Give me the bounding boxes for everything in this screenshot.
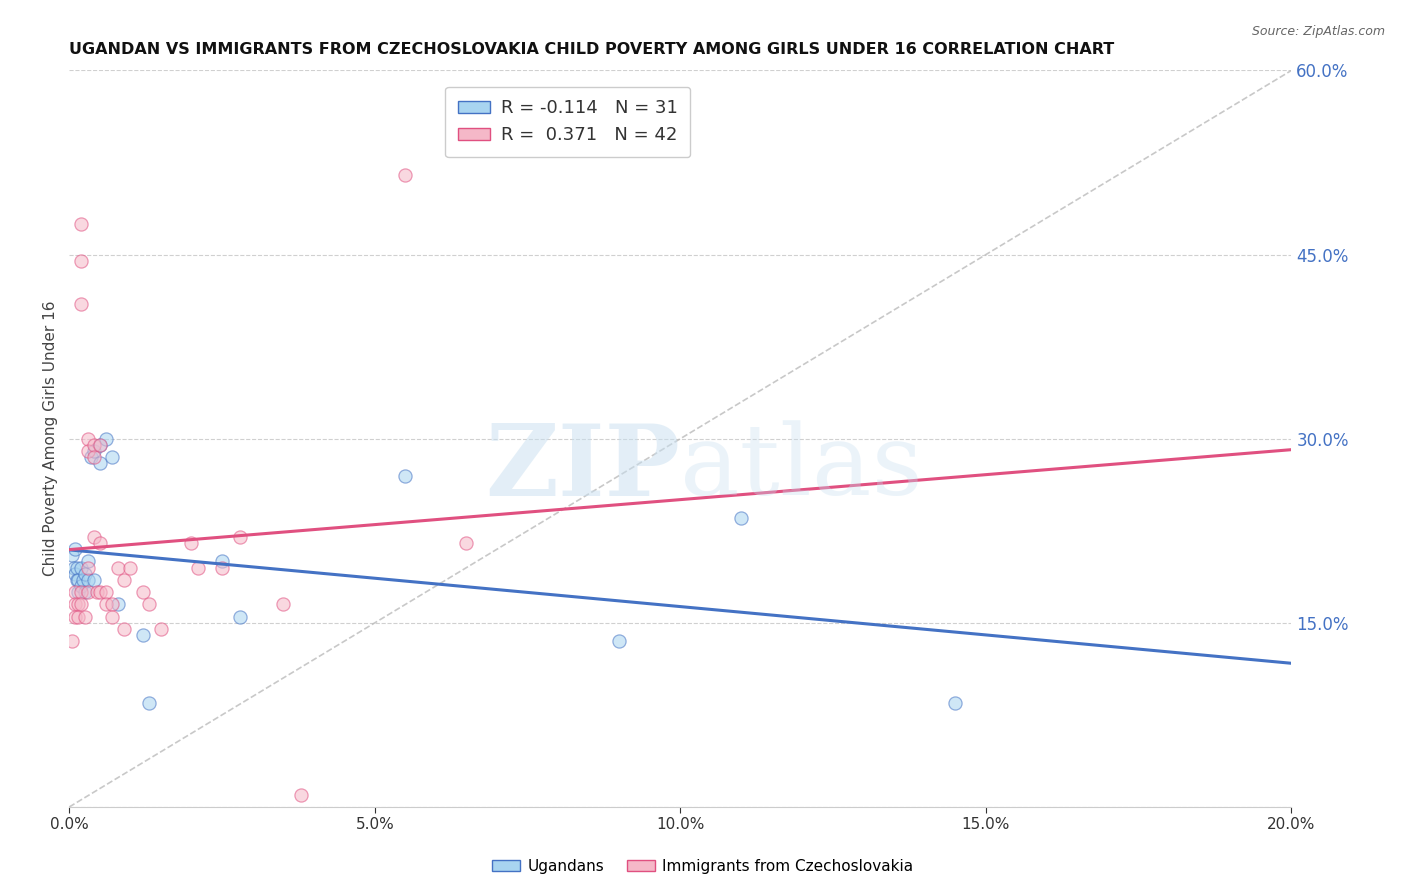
Point (83, 438, 105, 452)
Point (211, 554, 233, 568)
Point (67, 573, 90, 587)
Y-axis label: Child Poverty Among Girls Under 16: Child Poverty Among Girls Under 16 (44, 301, 58, 576)
Point (73, 609, 96, 624)
Point (131, 628, 153, 642)
Text: UGANDAN VS IMMIGRANTS FROM CZECHOSLOVAKIA CHILD POVERTY AMONG GIRLS UNDER 16 COR: UGANDAN VS IMMIGRANTS FROM CZECHOSLOVAKI… (69, 42, 1115, 57)
Point (65, 566, 87, 581)
Point (211, 560, 233, 574)
Point (180, 536, 202, 550)
Point (83, 530, 105, 544)
Point (76, 560, 98, 574)
Text: atlas: atlas (681, 420, 924, 516)
Point (70, 217, 93, 231)
Point (79, 450, 101, 464)
Point (65, 542, 87, 557)
Point (70, 585, 93, 599)
Point (76, 432, 98, 446)
Point (229, 530, 252, 544)
Point (72, 573, 94, 587)
Point (730, 511, 752, 525)
Point (67, 585, 90, 599)
Point (607, 634, 630, 648)
Point (70, 598, 93, 612)
Point (83, 573, 105, 587)
Point (394, 468, 416, 483)
Point (107, 560, 129, 574)
Point (101, 450, 124, 464)
Point (138, 696, 160, 710)
Point (107, 598, 129, 612)
Point (94, 432, 117, 446)
Point (73, 585, 96, 599)
Point (76, 444, 98, 458)
Point (89, 438, 111, 452)
Point (86, 585, 108, 599)
Point (65, 560, 87, 574)
Point (89, 456, 111, 470)
Point (394, 168, 416, 182)
Point (76, 585, 98, 599)
Text: Source: ZipAtlas.com: Source: ZipAtlas.com (1251, 25, 1385, 38)
Point (70, 296, 93, 310)
Point (149, 622, 172, 636)
Point (271, 598, 294, 612)
Point (89, 585, 111, 599)
Point (229, 609, 252, 624)
Point (112, 573, 135, 587)
Point (60, 634, 83, 648)
Point (76, 573, 98, 587)
Point (120, 560, 142, 574)
Point (66, 573, 89, 587)
Point (65, 585, 87, 599)
Point (63, 560, 86, 574)
Point (290, 788, 312, 802)
Point (70, 253, 93, 268)
Point (67, 609, 90, 624)
Point (112, 622, 135, 636)
Point (101, 609, 124, 624)
Point (101, 598, 124, 612)
Point (60, 549, 83, 563)
Point (456, 536, 478, 550)
Point (138, 598, 160, 612)
Point (89, 438, 111, 452)
Point (187, 560, 209, 574)
Point (65, 609, 87, 624)
Point (65, 598, 87, 612)
Point (70, 579, 93, 593)
Point (94, 598, 117, 612)
Point (83, 450, 105, 464)
Point (89, 536, 111, 550)
Point (94, 585, 117, 599)
Point (131, 585, 153, 599)
Point (67, 598, 90, 612)
Point (76, 554, 98, 568)
Point (70, 560, 93, 574)
Point (83, 444, 105, 458)
Text: ZIP: ZIP (485, 419, 681, 516)
Legend: Ugandans, Immigrants from Czechoslovakia: Ugandans, Immigrants from Czechoslovakia (486, 853, 920, 880)
Point (943, 696, 966, 710)
Legend: R = -0.114   N = 31, R =  0.371   N = 42: R = -0.114 N = 31, R = 0.371 N = 42 (444, 87, 690, 157)
Point (73, 566, 96, 581)
